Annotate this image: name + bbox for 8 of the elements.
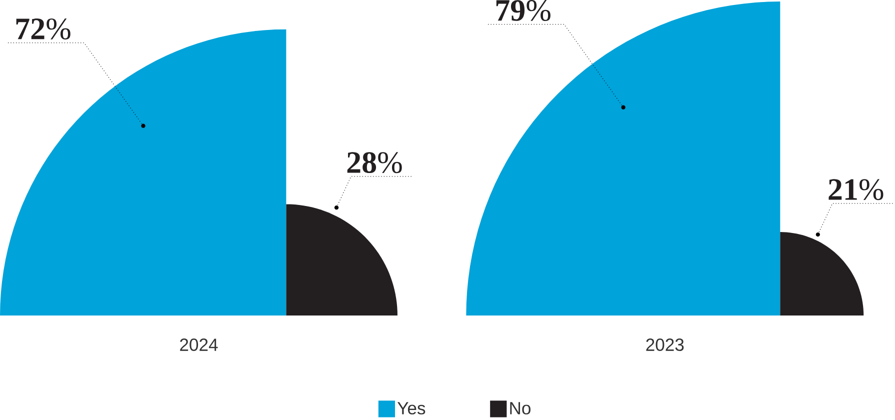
data-label: 79%: [496, 0, 550, 22]
data-label: 21%: [828, 179, 884, 200]
category-label: 2024: [180, 338, 218, 352]
data-label: 72%: [16, 18, 70, 40]
legend-label: No: [510, 402, 530, 414]
category-label: 2023: [646, 338, 684, 352]
legend-label: Yes: [397, 402, 426, 414]
data-label: 28%: [347, 152, 402, 174]
